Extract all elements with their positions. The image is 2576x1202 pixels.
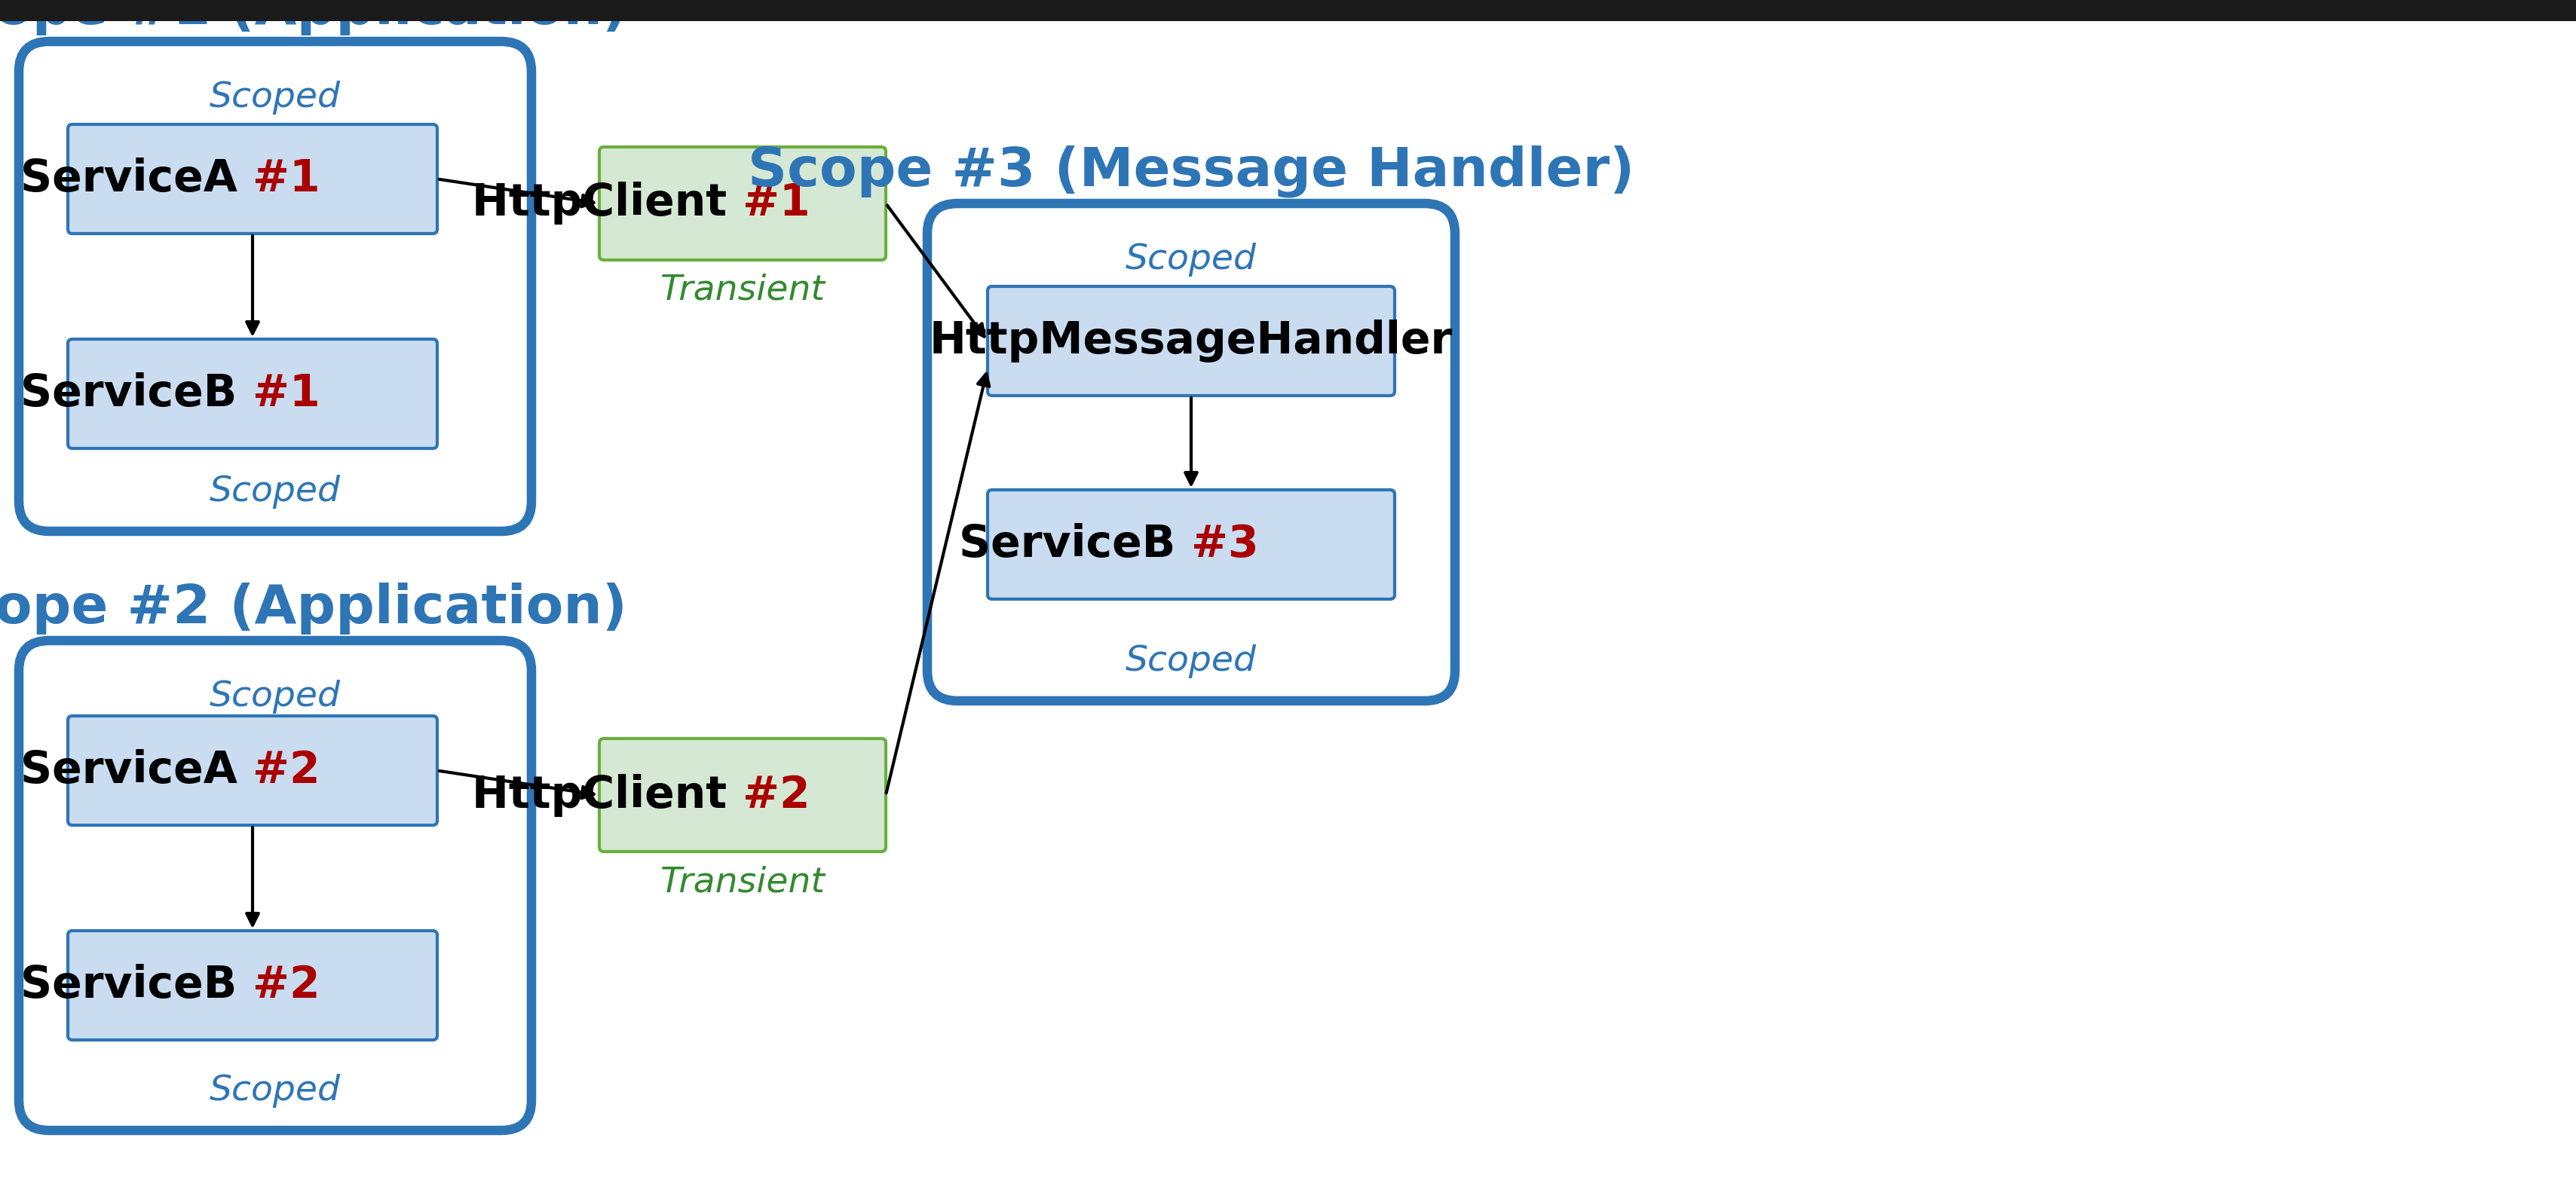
FancyBboxPatch shape <box>987 286 1394 395</box>
Text: Transient: Transient <box>659 865 824 899</box>
FancyBboxPatch shape <box>600 738 886 851</box>
Text: #3: #3 <box>1190 523 1260 566</box>
FancyBboxPatch shape <box>18 641 531 1130</box>
Text: #2: #2 <box>252 964 319 1007</box>
Text: #1: #1 <box>252 157 319 201</box>
Text: ServiceB: ServiceB <box>21 373 252 415</box>
Text: ServiceB: ServiceB <box>21 964 252 1007</box>
Text: Scoped: Scoped <box>1126 243 1257 276</box>
FancyBboxPatch shape <box>927 203 1455 701</box>
Text: Scoped: Scoped <box>209 680 340 714</box>
Bar <box>0 0 2576 22</box>
Text: ServiceB: ServiceB <box>958 523 1190 566</box>
Text: Scoped: Scoped <box>1126 644 1257 678</box>
Text: #2: #2 <box>742 774 809 816</box>
FancyBboxPatch shape <box>67 339 438 448</box>
FancyBboxPatch shape <box>67 716 438 826</box>
Text: Transient: Transient <box>659 274 824 308</box>
FancyBboxPatch shape <box>67 124 438 233</box>
Text: #1: #1 <box>742 182 809 225</box>
Text: Scope #2 (Application): Scope #2 (Application) <box>0 583 626 635</box>
Text: #1: #1 <box>252 373 319 415</box>
FancyBboxPatch shape <box>987 490 1394 599</box>
Text: Scope #3 (Message Handler): Scope #3 (Message Handler) <box>747 145 1636 197</box>
Text: HttpClient: HttpClient <box>471 774 742 816</box>
Text: Scoped: Scoped <box>209 475 340 508</box>
Text: Scoped: Scoped <box>209 1073 340 1108</box>
Text: HttpClient: HttpClient <box>471 182 742 225</box>
Text: Scoped: Scoped <box>209 81 340 114</box>
Text: #2: #2 <box>252 749 319 792</box>
Text: ServiceA: ServiceA <box>21 749 252 792</box>
Text: HttpMessageHandler: HttpMessageHandler <box>930 320 1453 363</box>
FancyBboxPatch shape <box>18 41 531 531</box>
Text: Scope #1 (Application): Scope #1 (Application) <box>0 0 626 35</box>
FancyBboxPatch shape <box>600 147 886 260</box>
Text: ServiceA: ServiceA <box>21 157 252 201</box>
FancyBboxPatch shape <box>67 930 438 1040</box>
